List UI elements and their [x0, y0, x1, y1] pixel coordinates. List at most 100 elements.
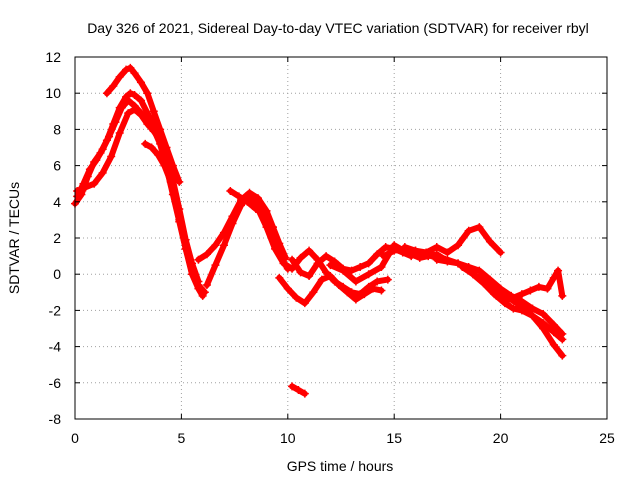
data-point — [292, 293, 301, 302]
series-trace — [227, 187, 276, 231]
series-trace — [493, 267, 566, 305]
x-tick-label: 25 — [599, 430, 615, 446]
y-tick-label: 4 — [53, 194, 61, 210]
series-arc-18 — [492, 266, 567, 306]
data-point — [517, 306, 526, 315]
y-tick-label: 8 — [53, 121, 61, 137]
series-arc-2 — [73, 96, 209, 297]
data-point — [390, 246, 399, 255]
data-point — [479, 279, 488, 288]
data-point — [468, 270, 477, 279]
series-trace — [380, 224, 504, 260]
data-point — [234, 192, 243, 201]
data-point — [558, 351, 567, 360]
data-point — [296, 268, 305, 277]
y-tick-label: 6 — [53, 158, 61, 174]
data-point — [245, 192, 254, 201]
data-point — [356, 262, 365, 271]
x-tick-label: 0 — [71, 430, 79, 446]
data-point — [147, 143, 156, 152]
series-trace — [74, 106, 202, 285]
series-arc-1 — [71, 89, 207, 300]
series-arc-17 — [458, 262, 567, 344]
data-point — [124, 96, 133, 105]
data-point — [236, 201, 245, 210]
data-point — [443, 257, 452, 266]
data-point — [509, 304, 518, 313]
data-point — [454, 259, 463, 268]
series-arc-10 — [275, 272, 386, 308]
data-point — [549, 340, 558, 349]
data-point — [539, 319, 548, 328]
series-trace — [276, 273, 385, 307]
data-point — [300, 299, 309, 308]
data-point — [549, 328, 558, 337]
data-point — [326, 272, 335, 281]
data-point — [124, 109, 133, 118]
data-point — [334, 281, 343, 290]
data-point — [85, 165, 94, 174]
data-series — [71, 63, 567, 398]
y-tick-label: -6 — [49, 375, 62, 391]
chart-title: Day 326 of 2021, Sidereal Day-to-day VTE… — [87, 20, 589, 36]
data-point — [458, 262, 467, 271]
y-tick-label: 12 — [45, 49, 61, 65]
data-point — [517, 290, 526, 299]
series-trace — [401, 244, 566, 337]
data-point — [141, 139, 150, 148]
data-point — [288, 255, 297, 264]
data-point — [194, 255, 203, 264]
data-point — [111, 118, 120, 127]
data-point — [175, 177, 184, 186]
data-point — [283, 284, 292, 293]
data-point — [317, 275, 326, 284]
data-point — [558, 335, 567, 344]
data-point — [109, 81, 118, 90]
data-point — [262, 223, 271, 232]
data-point — [496, 248, 505, 257]
data-point — [422, 250, 431, 259]
data-point — [475, 223, 484, 232]
data-point — [432, 243, 441, 252]
x-tick-label: 20 — [493, 430, 509, 446]
data-point — [136, 78, 145, 87]
data-point — [194, 277, 203, 286]
data-point — [528, 304, 537, 313]
data-point — [288, 382, 297, 391]
data-point — [464, 226, 473, 235]
data-point — [188, 259, 197, 268]
data-point — [400, 243, 409, 252]
data-point — [549, 320, 558, 329]
data-point — [226, 186, 235, 195]
data-point — [368, 284, 377, 293]
data-point — [485, 237, 494, 246]
data-point — [322, 252, 331, 261]
series-arc-12 — [288, 382, 309, 398]
data-point — [98, 145, 107, 154]
data-point — [130, 91, 139, 100]
data-point — [105, 132, 114, 141]
data-point — [115, 129, 124, 138]
data-point — [130, 105, 139, 114]
data-point — [313, 259, 322, 268]
data-point — [539, 310, 548, 319]
data-point — [275, 273, 284, 282]
data-point — [377, 262, 386, 271]
data-point — [130, 69, 139, 78]
data-point — [126, 89, 135, 98]
data-point — [228, 219, 237, 228]
data-point — [200, 288, 209, 297]
series-trace — [74, 97, 208, 296]
data-point — [153, 150, 162, 159]
x-axis-label: GPS time / hours — [287, 458, 394, 474]
y-axis-label: SDTVAR / TECUs — [6, 182, 22, 294]
data-point — [492, 291, 501, 300]
data-point — [351, 295, 360, 304]
data-point — [351, 277, 360, 286]
y-tick-label: -2 — [49, 302, 62, 318]
data-point — [81, 183, 90, 192]
data-point — [122, 65, 131, 74]
data-point — [300, 389, 309, 398]
y-tick-label: 0 — [53, 266, 61, 282]
data-point — [326, 261, 335, 270]
